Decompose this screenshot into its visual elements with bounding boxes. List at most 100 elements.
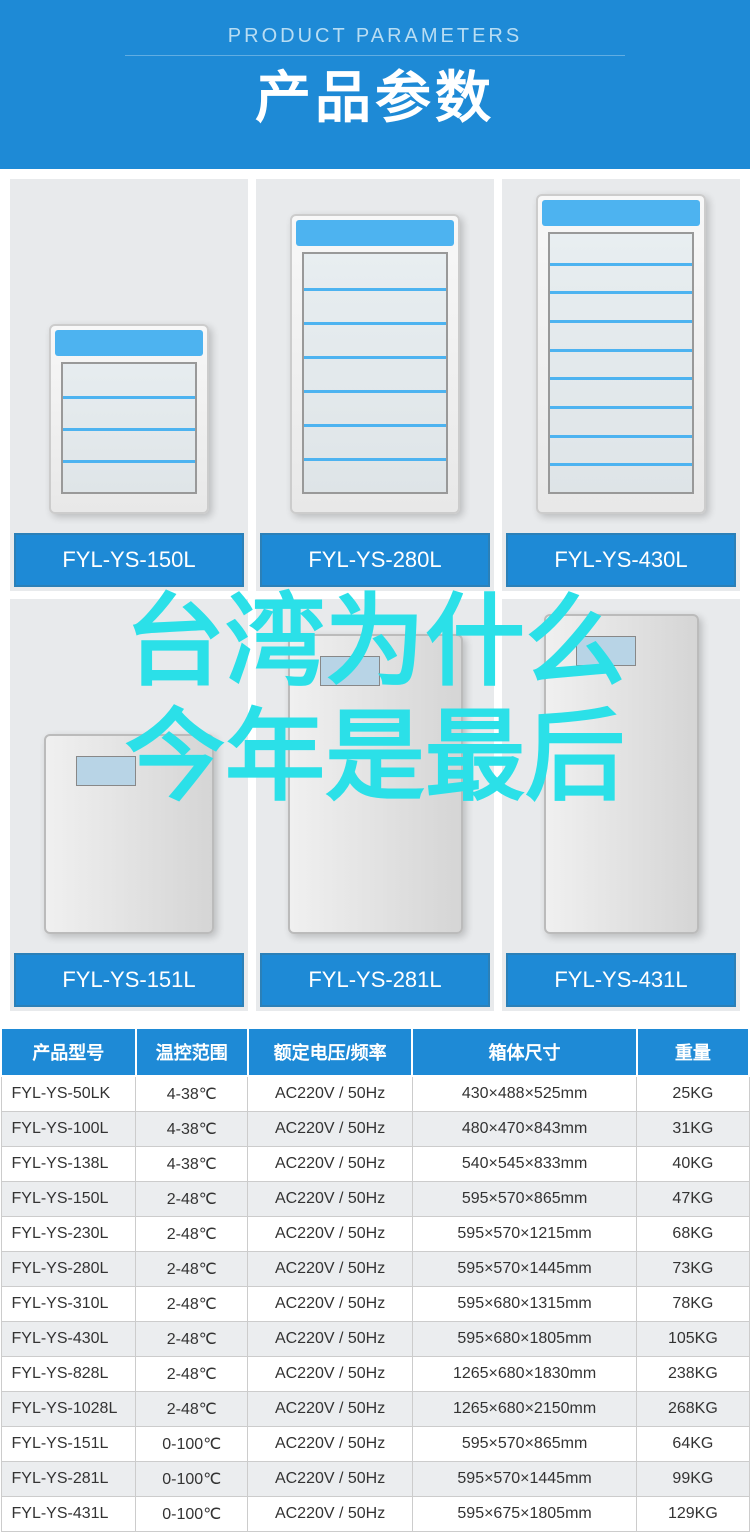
product-label: FYL-YS-431L bbox=[506, 953, 736, 1007]
table-cell: 40KG bbox=[637, 1147, 749, 1182]
table-cell: 480×470×843mm bbox=[412, 1112, 636, 1147]
table-row: FYL-YS-430L2-48℃AC220V / 50Hz595×680×180… bbox=[1, 1322, 749, 1357]
table-row: FYL-YS-100L4-38℃AC220V / 50Hz480×470×843… bbox=[1, 1112, 749, 1147]
product-label: FYL-YS-430L bbox=[506, 533, 736, 587]
table-row: FYL-YS-310L2-48℃AC220V / 50Hz595×680×131… bbox=[1, 1287, 749, 1322]
table-cell: FYL-YS-50LK bbox=[1, 1076, 136, 1112]
table-cell: FYL-YS-150L bbox=[1, 1182, 136, 1217]
header-subtitle: PRODUCT PARAMETERS bbox=[0, 25, 750, 48]
product-image bbox=[10, 179, 248, 529]
table-cell: FYL-YS-281L bbox=[1, 1462, 136, 1497]
table-cell: 238KG bbox=[637, 1357, 749, 1392]
table-cell: 47KG bbox=[637, 1182, 749, 1217]
table-row: FYL-YS-151L0-100℃AC220V / 50Hz595×570×86… bbox=[1, 1427, 749, 1462]
product-image bbox=[10, 599, 248, 949]
table-cell: 595×570×865mm bbox=[412, 1427, 636, 1462]
table-cell: 595×570×1215mm bbox=[412, 1217, 636, 1252]
product-label: FYL-YS-281L bbox=[260, 953, 490, 1007]
product-cell: FYL-YS-151L bbox=[10, 599, 248, 1011]
th-temp: 温控范围 bbox=[136, 1028, 248, 1076]
table-cell: AC220V / 50Hz bbox=[248, 1427, 413, 1462]
table-cell: AC220V / 50Hz bbox=[248, 1462, 413, 1497]
table-cell: 73KG bbox=[637, 1252, 749, 1287]
table-cell: 430×488×525mm bbox=[412, 1076, 636, 1112]
table-cell: 64KG bbox=[637, 1427, 749, 1462]
th-voltage: 额定电压/频率 bbox=[248, 1028, 413, 1076]
table-cell: 595×675×1805mm bbox=[412, 1497, 636, 1532]
product-image bbox=[502, 179, 740, 529]
header-title: 产品参数 bbox=[0, 53, 750, 134]
table-cell: 4-38℃ bbox=[136, 1147, 248, 1182]
table-cell: AC220V / 50Hz bbox=[248, 1076, 413, 1112]
table-cell: FYL-YS-310L bbox=[1, 1287, 136, 1322]
table-cell: 68KG bbox=[637, 1217, 749, 1252]
table-cell: FYL-YS-280L bbox=[1, 1252, 136, 1287]
table-cell: 99KG bbox=[637, 1462, 749, 1497]
table-cell: 595×570×1445mm bbox=[412, 1252, 636, 1287]
table-cell: AC220V / 50Hz bbox=[248, 1287, 413, 1322]
product-label: FYL-YS-280L bbox=[260, 533, 490, 587]
table-row: FYL-YS-150L2-48℃AC220V / 50Hz595×570×865… bbox=[1, 1182, 749, 1217]
table-cell: 595×570×1445mm bbox=[412, 1462, 636, 1497]
product-cell: FYL-YS-280L bbox=[256, 179, 494, 591]
table-cell: 129KG bbox=[637, 1497, 749, 1532]
fridge-icon bbox=[290, 214, 460, 514]
product-cell: FYL-YS-430L bbox=[502, 179, 740, 591]
table-cell: AC220V / 50Hz bbox=[248, 1497, 413, 1532]
product-image bbox=[256, 599, 494, 949]
table-cell: 78KG bbox=[637, 1287, 749, 1322]
table-row: FYL-YS-280L2-48℃AC220V / 50Hz595×570×144… bbox=[1, 1252, 749, 1287]
fridge-icon bbox=[544, 614, 699, 934]
fridge-icon bbox=[44, 734, 214, 934]
table-cell: 0-100℃ bbox=[136, 1462, 248, 1497]
table-cell: 595×570×865mm bbox=[412, 1182, 636, 1217]
table-cell: FYL-YS-151L bbox=[1, 1427, 136, 1462]
th-size: 箱体尺寸 bbox=[412, 1028, 636, 1076]
table-cell: 2-48℃ bbox=[136, 1357, 248, 1392]
table-cell: 1265×680×1830mm bbox=[412, 1357, 636, 1392]
table-cell: 2-48℃ bbox=[136, 1182, 248, 1217]
table-cell: AC220V / 50Hz bbox=[248, 1252, 413, 1287]
product-label: FYL-YS-150L bbox=[14, 533, 244, 587]
product-cell: FYL-YS-281L bbox=[256, 599, 494, 1011]
table-cell: FYL-YS-138L bbox=[1, 1147, 136, 1182]
table-cell: FYL-YS-230L bbox=[1, 1217, 136, 1252]
th-weight: 重量 bbox=[637, 1028, 749, 1076]
product-image bbox=[502, 599, 740, 949]
table-cell: FYL-YS-430L bbox=[1, 1322, 136, 1357]
table-header-row: 产品型号 温控范围 额定电压/频率 箱体尺寸 重量 bbox=[1, 1028, 749, 1076]
table-cell: FYL-YS-1028L bbox=[1, 1392, 136, 1427]
th-model: 产品型号 bbox=[1, 1028, 136, 1076]
table-cell: 4-38℃ bbox=[136, 1076, 248, 1112]
table-cell: 2-48℃ bbox=[136, 1287, 248, 1322]
table-cell: 540×545×833mm bbox=[412, 1147, 636, 1182]
table-row: FYL-YS-138L4-38℃AC220V / 50Hz540×545×833… bbox=[1, 1147, 749, 1182]
table-row: FYL-YS-828L2-48℃AC220V / 50Hz1265×680×18… bbox=[1, 1357, 749, 1392]
table-cell: AC220V / 50Hz bbox=[248, 1182, 413, 1217]
table-cell: FYL-YS-100L bbox=[1, 1112, 136, 1147]
table-row: FYL-YS-431L0-100℃AC220V / 50Hz595×675×18… bbox=[1, 1497, 749, 1532]
table-cell: AC220V / 50Hz bbox=[248, 1147, 413, 1182]
table-row: FYL-YS-281L0-100℃AC220V / 50Hz595×570×14… bbox=[1, 1462, 749, 1497]
spec-table: 产品型号 温控范围 额定电压/频率 箱体尺寸 重量 FYL-YS-50LK4-3… bbox=[0, 1027, 750, 1532]
table-cell: 2-48℃ bbox=[136, 1252, 248, 1287]
table-cell: AC220V / 50Hz bbox=[248, 1217, 413, 1252]
page-header: PRODUCT PARAMETERS 产品参数 bbox=[0, 0, 750, 169]
table-cell: AC220V / 50Hz bbox=[248, 1357, 413, 1392]
table-cell: 105KG bbox=[637, 1322, 749, 1357]
table-cell: FYL-YS-828L bbox=[1, 1357, 136, 1392]
table-row: FYL-YS-50LK4-38℃AC220V / 50Hz430×488×525… bbox=[1, 1076, 749, 1112]
table-cell: 2-48℃ bbox=[136, 1322, 248, 1357]
table-cell: 0-100℃ bbox=[136, 1427, 248, 1462]
table-cell: 595×680×1315mm bbox=[412, 1287, 636, 1322]
product-cell: FYL-YS-150L bbox=[10, 179, 248, 591]
product-label: FYL-YS-151L bbox=[14, 953, 244, 1007]
header-divider bbox=[125, 55, 625, 56]
table-cell: AC220V / 50Hz bbox=[248, 1112, 413, 1147]
table-cell: FYL-YS-431L bbox=[1, 1497, 136, 1532]
product-image bbox=[256, 179, 494, 529]
table-cell: 31KG bbox=[637, 1112, 749, 1147]
table-row: FYL-YS-230L2-48℃AC220V / 50Hz595×570×121… bbox=[1, 1217, 749, 1252]
product-grid: FYL-YS-150L FYL-YS-280L FYL-YS-430L bbox=[0, 169, 750, 1021]
table-cell: 0-100℃ bbox=[136, 1497, 248, 1532]
